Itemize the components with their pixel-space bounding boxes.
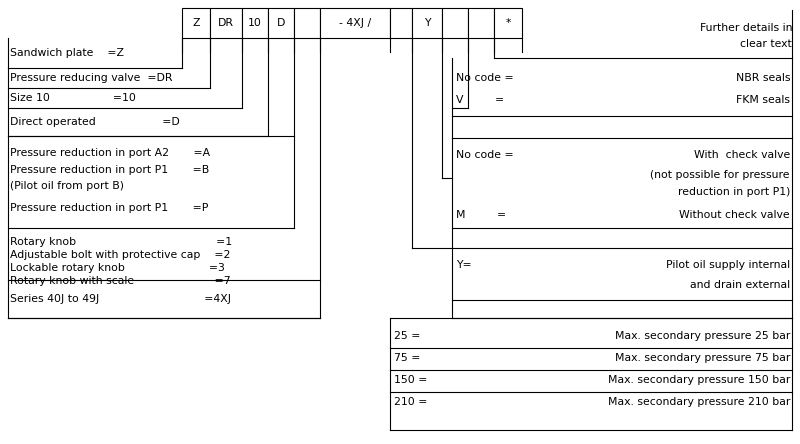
Text: 25 =: 25 = xyxy=(394,331,420,341)
Text: 210 =: 210 = xyxy=(394,397,427,407)
Text: Series 40J to 49J                              =4XJ: Series 40J to 49J =4XJ xyxy=(10,294,231,304)
Text: No code =: No code = xyxy=(456,73,514,83)
Text: 75 =: 75 = xyxy=(394,353,420,363)
Text: *: * xyxy=(506,18,510,28)
Text: DR: DR xyxy=(218,18,234,28)
Text: NBR seals: NBR seals xyxy=(735,73,790,83)
Text: and drain external: and drain external xyxy=(690,280,790,290)
Text: Adjustable bolt with protective cap    =2: Adjustable bolt with protective cap =2 xyxy=(10,250,230,260)
Bar xyxy=(182,8,210,38)
Text: Max. secondary pressure 150 bar: Max. secondary pressure 150 bar xyxy=(608,375,790,385)
Text: No code =: No code = xyxy=(456,150,514,160)
Text: Pressure reducing valve  =DR: Pressure reducing valve =DR xyxy=(10,73,173,83)
Text: Max. secondary pressure 210 bar: Max. secondary pressure 210 bar xyxy=(608,397,790,407)
Text: Rotary knob                                        =1: Rotary knob =1 xyxy=(10,237,232,247)
Text: reduction in port P1): reduction in port P1) xyxy=(678,187,790,197)
Text: - 4XJ /: - 4XJ / xyxy=(339,18,371,28)
Text: Max. secondary pressure 75 bar: Max. secondary pressure 75 bar xyxy=(614,353,790,363)
Text: Lockable rotary knob                        =3: Lockable rotary knob =3 xyxy=(10,263,225,273)
Text: Rotary knob with scale                       =7: Rotary knob with scale =7 xyxy=(10,276,230,286)
Bar xyxy=(268,8,294,38)
Text: Pressure reduction in port A2       =A: Pressure reduction in port A2 =A xyxy=(10,148,210,158)
Bar xyxy=(442,8,468,38)
Text: M         =: M = xyxy=(456,210,506,220)
Text: Y=: Y= xyxy=(456,260,472,270)
Bar xyxy=(320,8,390,38)
Text: Direct operated                   =D: Direct operated =D xyxy=(10,117,180,127)
Text: 10: 10 xyxy=(248,18,262,28)
Text: Y: Y xyxy=(424,18,430,28)
Text: FKM seals: FKM seals xyxy=(736,95,790,105)
Text: Max. secondary pressure 25 bar: Max. secondary pressure 25 bar xyxy=(614,331,790,341)
Bar xyxy=(390,8,412,38)
Text: Sandwich plate    =Z: Sandwich plate =Z xyxy=(10,48,124,58)
Text: Size 10                  =10: Size 10 =10 xyxy=(10,93,136,103)
Text: Z: Z xyxy=(192,18,200,28)
Bar xyxy=(468,8,494,38)
Text: D: D xyxy=(277,18,285,28)
Text: With  check valve: With check valve xyxy=(694,150,790,160)
Text: Pressure reduction in port P1       =B: Pressure reduction in port P1 =B xyxy=(10,165,210,175)
Text: Pilot oil supply internal: Pilot oil supply internal xyxy=(666,260,790,270)
Text: (not possible for pressure: (not possible for pressure xyxy=(650,170,790,180)
Text: Pressure reduction in port P1       =P: Pressure reduction in port P1 =P xyxy=(10,203,208,213)
Text: Further details in: Further details in xyxy=(699,23,792,33)
Text: (Pilot oil from port B): (Pilot oil from port B) xyxy=(10,181,124,191)
Bar xyxy=(210,8,242,38)
Bar xyxy=(494,8,522,38)
Bar xyxy=(412,8,442,38)
Text: Without check valve: Without check valve xyxy=(679,210,790,220)
Bar xyxy=(294,8,320,38)
Text: clear text: clear text xyxy=(740,39,792,49)
Text: 150 =: 150 = xyxy=(394,375,427,385)
Bar xyxy=(242,8,268,38)
Text: V         =: V = xyxy=(456,95,504,105)
